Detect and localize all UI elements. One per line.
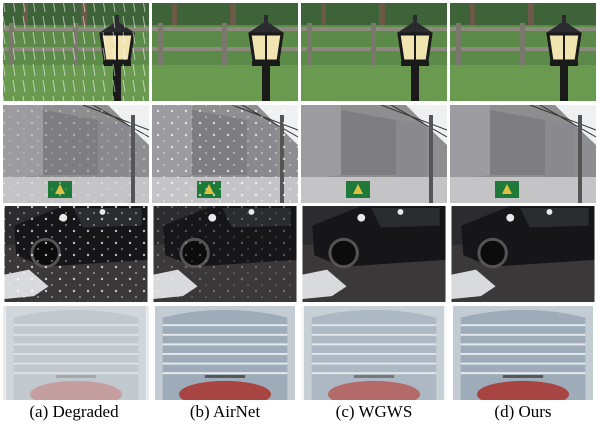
rain-overlay [3, 3, 149, 101]
caption: (d) Ours [494, 402, 551, 421]
caption: (a) Degraded [29, 402, 119, 421]
image [301, 3, 447, 101]
image [451, 206, 594, 302]
image [155, 306, 295, 408]
raindrop-overlay [152, 105, 298, 203]
caption: (c) WGWS [336, 402, 413, 421]
page: (a) Degraded (b) AirNet (c) WGWS (d) Our… [0, 0, 597, 427]
haze-overlay [3, 306, 149, 400]
image [453, 306, 593, 408]
image [302, 206, 445, 302]
figure: (a) Degraded (b) AirNet (c) WGWS (d) Our… [0, 0, 597, 427]
haze-overlay [301, 306, 447, 400]
image [450, 3, 596, 101]
caption: (b) AirNet [190, 402, 261, 421]
raindrop-overlay [3, 105, 149, 203]
snow-overlay [3, 206, 149, 302]
image [301, 105, 447, 203]
snow-overlay [152, 206, 298, 302]
image [152, 3, 298, 101]
image [450, 105, 596, 203]
